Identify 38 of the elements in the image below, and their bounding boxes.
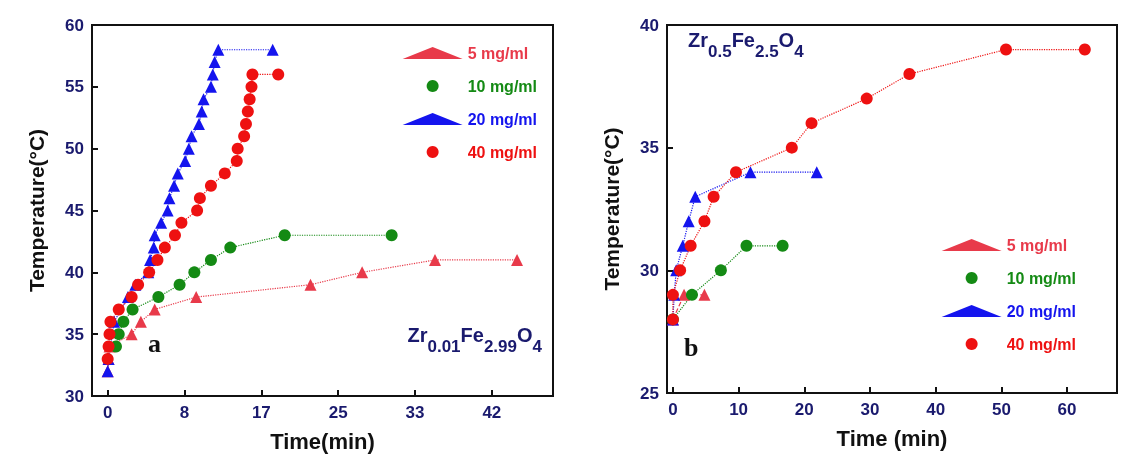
x-tick-label: 50 (991, 400, 1011, 419)
x-tick-label: 10 (729, 400, 749, 419)
x-tick-label: 0 (668, 400, 678, 419)
x-tick-label: 25 (328, 403, 348, 422)
annotation: a (148, 328, 161, 358)
y-tick-label: 25 (640, 383, 659, 403)
y-tick-label: 40 (640, 15, 659, 35)
x-tick-label: 60 (1057, 400, 1077, 419)
x-tick-label: 42 (482, 403, 502, 422)
x-tick-label: 33 (405, 403, 425, 422)
y-tick-label: 60 (65, 15, 84, 35)
legend-label: 40 mg/ml (1006, 335, 1076, 353)
x-tick-label: 40 (926, 400, 946, 419)
legend-label: 10 mg/ml (1006, 269, 1076, 287)
legend-label: 10 mg/ml (467, 77, 537, 95)
x-tick-label: 20 (794, 400, 814, 419)
x-tick-label: 30 (860, 400, 880, 419)
legend-label: 40 mg/ml (467, 143, 537, 161)
y-tick-label: 40 (65, 262, 84, 282)
y-tick-label: 35 (65, 324, 84, 344)
y-tick-label: 45 (65, 201, 84, 220)
y-tick-label: 35 (640, 138, 659, 158)
x-tick-label: 17 (251, 403, 271, 422)
legend-label: 5 mg/ml (467, 44, 529, 62)
legend-label: 5 mg/ml (1006, 236, 1068, 254)
y-axis-title: Temperature(°C) (25, 128, 48, 293)
y-tick-label: 55 (65, 77, 84, 97)
y-axis-title: Temperature(°C) (600, 127, 623, 291)
x-tick-label: 0 (102, 403, 113, 422)
y-tick-label: 50 (65, 139, 84, 159)
legend-label: 20 mg/ml (1006, 302, 1076, 320)
x-axis-title: Time(min) (270, 428, 375, 454)
x-tick-label: 8 (179, 403, 190, 422)
legend-label: 20 mg/ml (467, 110, 537, 128)
y-tick-label: 30 (640, 260, 659, 280)
y-tick-label: 30 (65, 386, 84, 406)
x-axis-title: Time (min) (836, 425, 948, 451)
annotation: b (684, 332, 699, 362)
